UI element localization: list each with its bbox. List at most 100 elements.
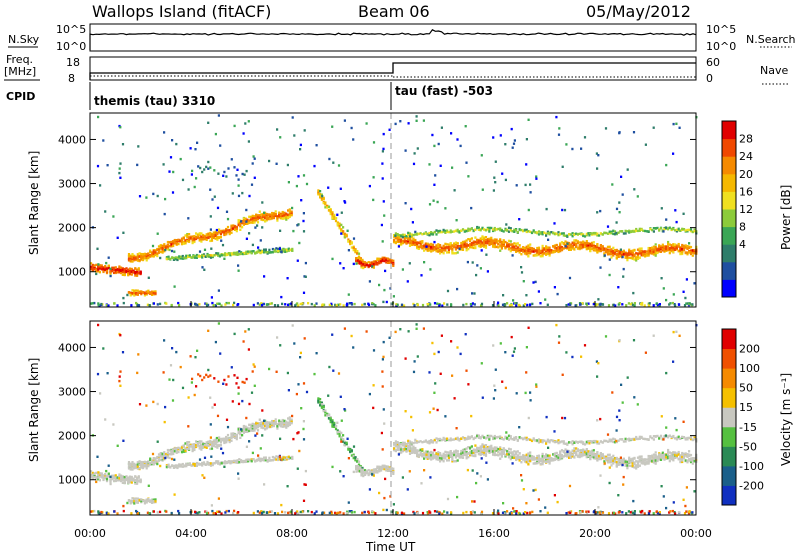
velocity-cell xyxy=(324,411,327,414)
power-cell xyxy=(647,304,651,307)
velocity-cell xyxy=(181,465,184,468)
velocity-cell xyxy=(138,499,141,502)
power-cell xyxy=(513,228,516,231)
power-cell xyxy=(273,248,276,252)
power-cell xyxy=(480,302,484,306)
power-cell xyxy=(502,239,505,242)
power-cell xyxy=(440,249,443,252)
power-cell xyxy=(249,215,252,219)
velocity-cell xyxy=(245,460,248,463)
power-cbar-label: Power [dB] xyxy=(779,185,793,250)
power-cell xyxy=(524,303,527,306)
power-cell xyxy=(412,243,415,246)
power-cell xyxy=(268,159,271,163)
power-cell xyxy=(502,230,505,233)
power-cell xyxy=(91,302,94,305)
power-cell xyxy=(615,231,618,235)
power-cell xyxy=(652,304,655,307)
power-cell xyxy=(224,303,227,306)
velocity-cell xyxy=(350,449,353,452)
power-cell xyxy=(433,183,436,186)
velocity-cell xyxy=(138,463,141,466)
power-cell xyxy=(202,237,205,241)
power-cell xyxy=(654,252,657,255)
power-cell xyxy=(638,250,641,253)
velocity-cell xyxy=(285,426,288,429)
power-cell xyxy=(245,252,248,255)
velocity-cell xyxy=(319,404,322,407)
power-cell xyxy=(686,228,689,232)
velocity-cell xyxy=(338,430,341,433)
velocity-cell xyxy=(355,465,358,468)
velocity-cell xyxy=(128,480,132,483)
power-cell xyxy=(453,189,456,192)
velocity-cell xyxy=(439,456,442,460)
power-cell xyxy=(678,126,681,129)
velocity-cell xyxy=(142,466,145,470)
power-cell xyxy=(581,302,584,305)
velocity-cell xyxy=(369,472,372,475)
velocity-cell xyxy=(202,443,205,446)
power-cell xyxy=(136,259,139,262)
power-cell xyxy=(568,246,571,249)
power-cell xyxy=(152,192,155,196)
power-cell xyxy=(149,255,152,258)
power-cell xyxy=(145,254,148,258)
velocity-cell xyxy=(428,453,431,456)
power-cell xyxy=(662,287,665,290)
velocity-cell xyxy=(147,464,150,468)
velocity-cell xyxy=(168,453,171,456)
power-cell xyxy=(672,227,675,231)
power-cell xyxy=(244,217,247,220)
power-cell xyxy=(185,254,188,258)
velocity-cell xyxy=(230,439,233,442)
power-cell xyxy=(107,264,110,267)
power-cell xyxy=(476,239,479,242)
power-cell xyxy=(481,188,484,191)
power-cell xyxy=(613,230,617,233)
power-cell xyxy=(638,252,641,255)
power-cell xyxy=(243,251,246,255)
power-cell xyxy=(195,177,198,180)
power-cell xyxy=(529,191,532,194)
velocity-cell xyxy=(134,497,138,500)
power-cell xyxy=(149,250,152,254)
power-cell xyxy=(404,149,407,152)
power-cell xyxy=(299,143,302,147)
velocity-cell xyxy=(371,471,374,475)
velocity-cell xyxy=(201,461,204,465)
power-cell xyxy=(483,241,486,244)
power-cell xyxy=(439,252,442,255)
power-cell xyxy=(599,232,602,235)
velocity-cell xyxy=(403,448,406,451)
velocity-cell xyxy=(362,470,365,474)
power-cell xyxy=(223,231,226,234)
power-cell xyxy=(483,237,486,240)
power-cell xyxy=(658,229,661,232)
power-cell xyxy=(626,256,629,259)
velocity-cell xyxy=(288,418,291,421)
power-cell xyxy=(555,249,558,253)
power-cell xyxy=(633,188,636,191)
power-cell xyxy=(114,266,117,269)
velocity-cell xyxy=(127,466,131,469)
power-cell xyxy=(507,245,511,248)
power-cell xyxy=(349,242,352,246)
power-cell xyxy=(442,228,445,232)
power-cell xyxy=(568,248,571,251)
power-cell xyxy=(446,289,450,293)
power-cell xyxy=(347,293,350,296)
power-cell xyxy=(114,271,117,275)
power-cell xyxy=(218,236,221,239)
power-cell xyxy=(234,251,237,255)
power-cell xyxy=(357,252,361,255)
power-cell xyxy=(286,277,289,280)
power-cell xyxy=(188,254,191,257)
power-cell xyxy=(529,246,532,249)
power-cell xyxy=(632,131,636,134)
power-cell xyxy=(655,302,658,305)
freq-panel: Freq. [MHz] 18 8 Nave 60 0 xyxy=(4,53,788,85)
power-cell xyxy=(674,229,677,232)
velocity-cell xyxy=(209,439,212,443)
power-cell xyxy=(212,304,215,307)
